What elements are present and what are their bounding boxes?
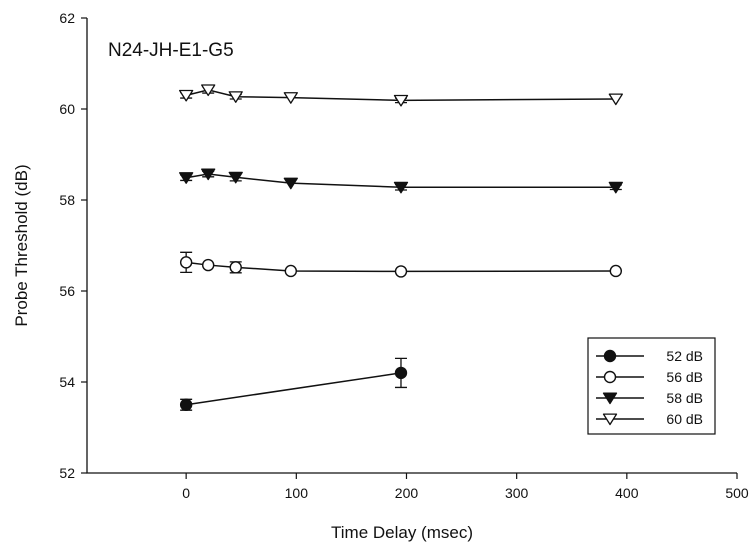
series-line [185, 89, 616, 102]
series-52-db [179, 357, 408, 411]
series-58-db [179, 168, 623, 194]
y-tick-label: 58 [59, 192, 75, 208]
y-tick-label: 52 [59, 465, 75, 481]
legend-marker [602, 413, 618, 426]
y-axis-ticks: 52 54 56 58 60 62 [59, 10, 87, 481]
data-point [228, 171, 243, 184]
data-point [179, 256, 193, 269]
x-tick-label: 100 [285, 485, 309, 501]
y-tick-label: 60 [59, 101, 75, 117]
data-point [179, 172, 194, 184]
x-tick-label: 500 [725, 485, 749, 501]
data-point [179, 89, 194, 102]
x-axis-ticks: 0 100 200 300 400 500 [182, 473, 749, 501]
data-point [201, 84, 216, 97]
data-point [229, 261, 242, 274]
data-point [608, 93, 623, 106]
data-point [201, 258, 215, 272]
data-point [201, 168, 216, 181]
data-point [608, 181, 623, 194]
x-tick-label: 0 [182, 485, 190, 501]
y-tick-label: 56 [59, 283, 75, 299]
data-point [394, 366, 408, 380]
legend-label: 58 dB [666, 390, 703, 406]
data-point [179, 398, 193, 411]
data-point [394, 265, 408, 278]
series-layer [179, 84, 623, 411]
x-tick-label: 400 [615, 485, 639, 501]
x-axis-label: Time Delay (msec) [331, 523, 473, 542]
legend-marker [602, 392, 618, 405]
series-line [186, 372, 402, 406]
legend-label: 60 dB [666, 411, 703, 427]
data-point [393, 181, 409, 194]
y-tick-label: 54 [59, 374, 75, 390]
data-point [283, 92, 298, 104]
data-point [284, 264, 298, 278]
data-point [283, 177, 298, 190]
legend-label: 56 dB [666, 369, 703, 385]
y-axis-label: Probe Threshold (dB) [12, 164, 31, 326]
legend-marker [603, 349, 617, 363]
x-tick-label: 200 [395, 485, 419, 501]
legend-label: 52 dB [666, 348, 703, 364]
data-point [393, 94, 409, 107]
series-56-db [179, 251, 623, 278]
data-point [609, 264, 623, 278]
legend: 52 dB 56 dB 58 dB 60 dB [587, 337, 716, 435]
x-tick-label: 300 [505, 485, 529, 501]
y-tick-label: 62 [59, 10, 75, 26]
chart-annotation: N24-JH-E1-G5 [108, 40, 234, 61]
series-60-db [179, 84, 623, 107]
legend-marker [603, 370, 617, 384]
data-point [228, 91, 243, 103]
